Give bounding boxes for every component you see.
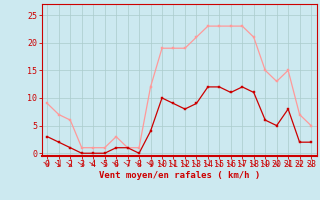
- X-axis label: Vent moyen/en rafales ( km/h ): Vent moyen/en rafales ( km/h ): [99, 171, 260, 180]
